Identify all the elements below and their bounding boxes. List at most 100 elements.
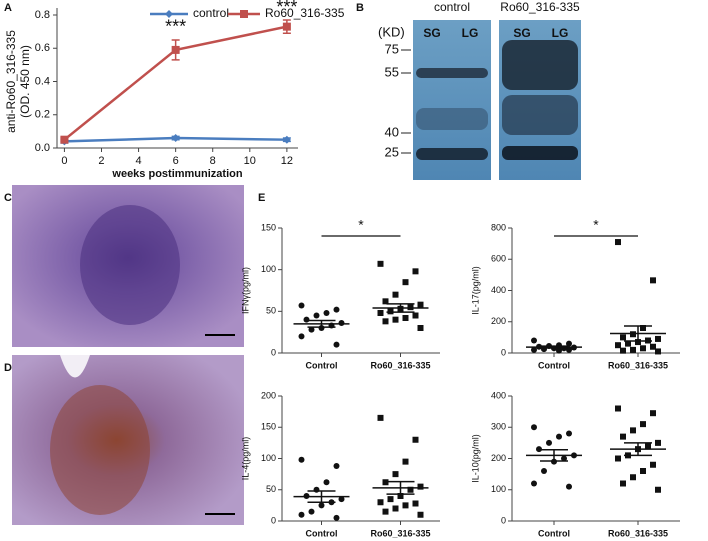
panel-label: A <box>4 2 12 14</box>
y-tick-label: 0.8 <box>35 9 50 21</box>
x-axis-label: weeks postimmunization <box>111 168 242 180</box>
y-tick-label: 0 <box>501 347 506 357</box>
y-tick-label: 200 <box>491 453 506 463</box>
data-point <box>402 502 409 509</box>
x-tick-label: Control <box>306 528 338 538</box>
data-point <box>417 325 424 331</box>
data-point <box>298 302 305 309</box>
y-tick-label: 400 <box>491 390 506 400</box>
data-point <box>536 446 542 453</box>
legend-label: Ro60_316-335 <box>265 6 345 20</box>
data-point <box>417 483 424 490</box>
data-point <box>412 312 419 319</box>
x-tick-label: Control <box>306 360 338 370</box>
data-point <box>407 304 414 311</box>
x-tick-label: Ro60_316-335 <box>370 360 430 370</box>
significance-label: *** <box>165 17 186 37</box>
y-axis-label: anti-Ro60_316-335 <box>4 30 18 133</box>
data-point <box>655 335 661 342</box>
data-point <box>615 455 621 462</box>
data-point <box>392 471 399 478</box>
y-tick-label: 100 <box>491 484 506 494</box>
blot-image <box>413 20 581 180</box>
data-point <box>382 479 389 486</box>
data-point <box>615 239 621 246</box>
data-point <box>556 433 562 440</box>
x-tick-label: 0 <box>61 155 67 167</box>
x-tick-label: Control <box>538 360 570 370</box>
x-tick-label: 10 <box>244 155 256 167</box>
data-point <box>323 310 330 316</box>
data-point <box>382 298 389 305</box>
legend-marker <box>165 10 173 18</box>
data-point <box>282 22 291 31</box>
data-point <box>630 331 636 338</box>
y-tick-label: 150 <box>261 422 276 432</box>
data-point <box>392 316 399 323</box>
y-tick-label: 0.6 <box>35 42 50 54</box>
x-tick-label: 6 <box>173 155 179 167</box>
data-point <box>377 499 384 506</box>
data-point <box>531 480 537 487</box>
data-point <box>382 508 389 515</box>
data-point <box>303 316 310 323</box>
panel-label: E <box>258 192 265 204</box>
legend-marker <box>240 10 248 18</box>
x-tick-label: 8 <box>210 155 216 167</box>
lane-label: LG <box>462 26 479 40</box>
data-point <box>640 345 646 352</box>
y-tick-label: 0.0 <box>35 142 50 154</box>
data-point <box>60 135 69 144</box>
mw-marker-label: 25 <box>385 144 399 159</box>
data-point <box>402 315 409 321</box>
data-point <box>313 312 320 319</box>
blot-group-label: Ro60_316-335 <box>500 0 580 14</box>
histology-image <box>12 185 244 525</box>
y-tick-label: 100 <box>261 453 276 463</box>
data-point <box>377 310 384 316</box>
y-tick-label: 0 <box>501 515 506 525</box>
y-tick-label: 0 <box>271 347 276 357</box>
sem-bar <box>307 319 336 328</box>
blot-group-label: control <box>434 0 470 14</box>
x-tick-label: Control <box>538 528 570 538</box>
data-point <box>402 458 409 465</box>
x-tick-label: Ro60_316-335 <box>608 528 668 538</box>
y-tick-label: 0.4 <box>35 75 50 87</box>
data-point <box>640 325 646 331</box>
data-point <box>387 496 394 503</box>
data-point <box>561 455 567 462</box>
data-point <box>417 511 424 518</box>
panel-label: D <box>4 362 12 374</box>
lane-label: LG <box>552 26 569 40</box>
panel-label: C <box>4 192 12 204</box>
y-axis-label: IL-10(pg/ml) <box>470 434 480 483</box>
y-tick-label: 0 <box>271 515 276 525</box>
x-tick-label: 4 <box>136 155 142 167</box>
x-tick-label: 12 <box>281 155 293 167</box>
lane-label: SG <box>513 26 530 40</box>
data-point <box>392 291 399 298</box>
legend-label: control <box>193 6 229 20</box>
data-point <box>531 337 537 344</box>
y-tick-label: 800 <box>491 222 506 232</box>
blot-unit: (KD) <box>378 24 405 39</box>
y-tick-label: 400 <box>491 285 506 295</box>
data-point <box>566 430 572 437</box>
data-point <box>620 334 626 341</box>
sem-bar <box>307 490 336 503</box>
data-point <box>171 45 180 54</box>
data-point <box>615 405 621 412</box>
data-point <box>333 463 340 469</box>
data-point <box>323 479 330 486</box>
x-tick-label: 2 <box>98 155 104 167</box>
data-point <box>377 260 384 267</box>
sem-bar <box>624 325 652 342</box>
data-point <box>412 268 419 275</box>
data-point <box>171 134 180 143</box>
y-axis-label: IL-4(pg/ml) <box>240 437 250 481</box>
sem-bar <box>540 345 568 349</box>
y-axis-label: IFNγ(pg/ml) <box>240 267 250 314</box>
data-point <box>338 496 345 503</box>
